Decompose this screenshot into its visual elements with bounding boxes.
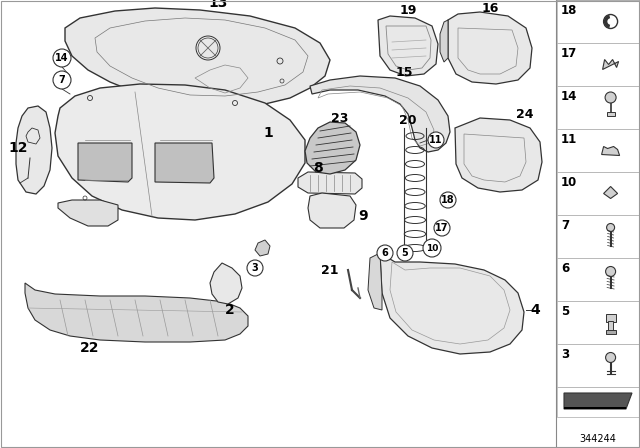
Text: 10: 10 xyxy=(561,176,577,189)
Text: 13: 13 xyxy=(208,0,228,10)
Text: 6: 6 xyxy=(561,262,569,275)
Text: 19: 19 xyxy=(399,4,417,17)
Circle shape xyxy=(247,260,263,276)
Text: 24: 24 xyxy=(516,108,534,121)
Text: 14: 14 xyxy=(55,53,68,63)
Text: 16: 16 xyxy=(481,1,499,14)
Bar xyxy=(605,329,616,333)
Polygon shape xyxy=(78,143,132,182)
Polygon shape xyxy=(58,200,118,226)
Bar xyxy=(557,43,639,86)
Text: 12: 12 xyxy=(8,141,28,155)
Text: 10: 10 xyxy=(426,244,438,253)
Bar xyxy=(608,320,613,331)
Circle shape xyxy=(434,220,450,236)
Polygon shape xyxy=(378,16,438,76)
Circle shape xyxy=(428,132,444,148)
Text: 2: 2 xyxy=(225,303,235,317)
Text: 18: 18 xyxy=(561,4,577,17)
Text: 15: 15 xyxy=(396,65,413,78)
Text: 9: 9 xyxy=(358,209,367,223)
Bar xyxy=(557,344,639,387)
Polygon shape xyxy=(210,263,242,304)
Text: 5: 5 xyxy=(561,305,569,318)
Bar xyxy=(557,258,639,301)
Text: 11: 11 xyxy=(429,135,443,145)
Bar xyxy=(557,387,639,417)
Text: 8: 8 xyxy=(313,161,323,175)
Text: 17: 17 xyxy=(435,223,449,233)
Bar xyxy=(556,0,640,448)
Text: 7: 7 xyxy=(59,75,65,85)
Polygon shape xyxy=(448,12,532,84)
Polygon shape xyxy=(440,20,448,62)
Text: 22: 22 xyxy=(80,341,100,355)
Text: 23: 23 xyxy=(332,112,349,125)
Text: 6: 6 xyxy=(381,248,388,258)
Polygon shape xyxy=(16,106,52,194)
Circle shape xyxy=(605,92,616,103)
Circle shape xyxy=(397,245,413,261)
Bar xyxy=(605,314,616,322)
Polygon shape xyxy=(603,60,619,69)
Circle shape xyxy=(423,239,441,257)
Text: 7: 7 xyxy=(561,219,569,232)
Circle shape xyxy=(440,192,456,208)
Polygon shape xyxy=(602,146,620,155)
Text: 17: 17 xyxy=(561,47,577,60)
Circle shape xyxy=(605,353,616,362)
Polygon shape xyxy=(255,240,270,256)
Polygon shape xyxy=(305,122,360,174)
Text: 21: 21 xyxy=(321,263,338,276)
Polygon shape xyxy=(604,186,618,198)
Circle shape xyxy=(607,224,614,232)
Text: 14: 14 xyxy=(561,90,577,103)
Circle shape xyxy=(53,71,71,89)
Circle shape xyxy=(605,267,616,276)
Polygon shape xyxy=(65,8,330,106)
Polygon shape xyxy=(155,143,214,183)
Bar xyxy=(557,172,639,215)
Polygon shape xyxy=(380,253,524,354)
Text: 3: 3 xyxy=(561,348,569,361)
Bar xyxy=(557,0,639,43)
Polygon shape xyxy=(55,84,305,220)
Bar xyxy=(557,215,639,258)
Text: 20: 20 xyxy=(399,113,417,126)
Text: 5: 5 xyxy=(402,248,408,258)
Circle shape xyxy=(377,245,393,261)
Polygon shape xyxy=(368,253,382,310)
Polygon shape xyxy=(25,283,248,342)
Text: 11: 11 xyxy=(561,133,577,146)
Polygon shape xyxy=(564,393,632,409)
Polygon shape xyxy=(310,76,450,152)
Text: 18: 18 xyxy=(441,195,455,205)
Text: 4: 4 xyxy=(530,303,540,317)
Bar xyxy=(607,112,614,116)
Bar xyxy=(557,86,639,129)
Circle shape xyxy=(53,49,71,67)
Polygon shape xyxy=(564,407,626,409)
Text: 344244: 344244 xyxy=(580,434,616,444)
Text: 1: 1 xyxy=(263,126,273,140)
Bar xyxy=(557,301,639,344)
Polygon shape xyxy=(298,172,362,194)
Polygon shape xyxy=(455,118,542,192)
Polygon shape xyxy=(308,193,356,228)
Bar xyxy=(557,129,639,172)
Text: 3: 3 xyxy=(252,263,259,273)
